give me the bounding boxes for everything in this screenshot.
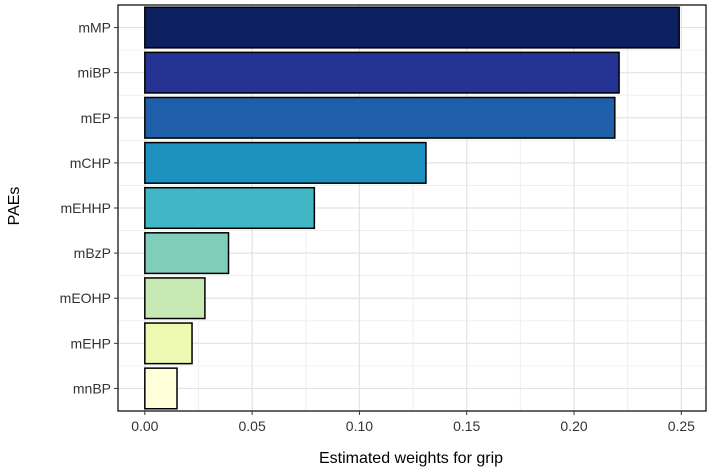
bar-mbzp bbox=[144, 232, 230, 275]
bar-mchp bbox=[144, 141, 427, 184]
x-tick-label: 0.05 bbox=[238, 418, 265, 434]
x-tick-label: 0.00 bbox=[131, 418, 158, 434]
x-tick-label: 0.10 bbox=[346, 418, 373, 434]
y-tick-label: mEP bbox=[81, 110, 111, 126]
bar-mibp bbox=[144, 51, 620, 94]
x-tick-label: 0.15 bbox=[453, 418, 480, 434]
y-tick-label: mEOHP bbox=[60, 290, 111, 306]
bar-mehp bbox=[144, 322, 193, 365]
y-tick-label: mBzP bbox=[74, 245, 111, 261]
y-axis-title: PAEs bbox=[6, 187, 23, 226]
bar-mep bbox=[144, 96, 616, 139]
bars bbox=[144, 6, 680, 410]
bar-mehhp bbox=[144, 186, 316, 230]
y-tick-label: mEHP bbox=[71, 335, 111, 351]
y-tick-label: mnBP bbox=[73, 380, 111, 396]
bar-mmp bbox=[144, 6, 680, 49]
y-axis: mMP miBP mEP mCHP mEHHP mBzP mEOHP mEHP mnBP bbox=[60, 20, 118, 396]
y-tick-label: miBP bbox=[78, 65, 111, 81]
x-axis-title: Estimated weights for grip bbox=[319, 450, 503, 467]
bar-mnbp bbox=[144, 367, 178, 410]
bar-meohp bbox=[144, 277, 206, 320]
y-tick-label: mEHHP bbox=[60, 200, 111, 216]
y-tick-label: mMP bbox=[78, 20, 111, 36]
y-tick-label: mCHP bbox=[70, 155, 111, 171]
x-tick-label: 0.25 bbox=[668, 418, 695, 434]
x-axis: 0.00 0.05 0.10 0.15 0.20 0.25 bbox=[131, 411, 695, 434]
x-tick-label: 0.20 bbox=[560, 418, 587, 434]
